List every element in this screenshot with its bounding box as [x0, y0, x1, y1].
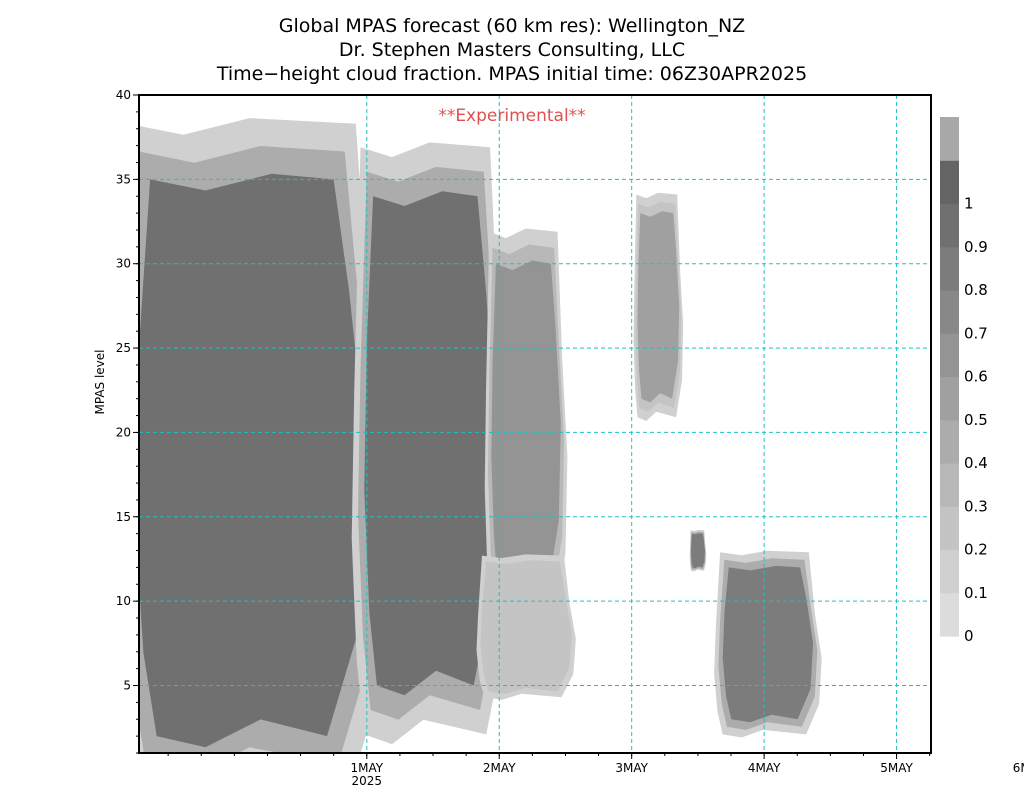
colorbar-swatch-11: [940, 117, 959, 161]
colorbar-swatch-1: [940, 549, 959, 594]
colorbar-label-5: 0.5: [964, 411, 988, 429]
colorbar-label-0: 0: [964, 627, 974, 645]
colorbar-label-4: 0.4: [964, 454, 988, 472]
y-tick-label-2: 15: [116, 510, 131, 524]
y-axis: 5 10 15 20 25 30 35 40: [116, 88, 139, 754]
plot-frame: [138, 94, 932, 754]
x-tick-label-5: 6MAY: [1013, 761, 1024, 775]
y-tick-label-6: 35: [116, 172, 131, 186]
cloud-region-7-layer-1: [1007, 614, 1024, 690]
colorbar-label-1: 0.1: [964, 584, 988, 602]
cloud-region-0-layer-2: [139, 173, 367, 748]
colorbar-label-9: 0.9: [964, 238, 988, 256]
cloud-region-7-layer-0: [1005, 611, 1024, 694]
y-axis-label: MPAS level: [93, 350, 107, 415]
y-tick-label-3: 20: [116, 425, 131, 439]
colorbar-label-7: 0.7: [964, 324, 988, 342]
colorbar-label-6: 0.6: [964, 368, 988, 386]
chart-title-line-2: Dr. Stephen Masters Consulting, LLC: [339, 39, 685, 61]
cloud-region-1-layer-2: [364, 191, 497, 696]
chart-title-line-3: Time−height cloud fraction. MPAS initial…: [216, 63, 807, 85]
grid-lines: [139, 95, 931, 753]
colorbar-label-10: 1: [964, 195, 974, 213]
y-tick-label-1: 10: [116, 594, 131, 608]
colorbar-swatch-10: [940, 160, 959, 205]
colorbar-swatch-9: [940, 203, 959, 248]
x-tick-label-4: 5MAY: [880, 761, 913, 775]
cloud-fraction-field: [139, 118, 1024, 753]
y-tick-label-5: 30: [116, 257, 131, 271]
cloud-region-4-layer-2: [637, 211, 680, 403]
cloud-region-6-layer-2: [722, 565, 814, 723]
colorbar-legend: 0 0.1 0.2 0.3 0.4 0.5 0.6 0.7 0.8 0.9 1: [940, 117, 988, 645]
colorbar-swatch-2: [940, 506, 959, 551]
x-tick-label-3: 4MAY: [748, 761, 781, 775]
cloud-region-5-layer-2: [691, 533, 705, 569]
y-tick-label-0: 5: [123, 679, 131, 693]
colorbar-swatch-8: [940, 246, 959, 291]
x-tick-label-0: 1MAY: [350, 761, 383, 775]
colorbar-swatch-0: [940, 592, 959, 637]
y-tick-label-7: 40: [116, 88, 131, 102]
cloud-region-7-layer-2: [1009, 617, 1024, 687]
colorbar-label-8: 0.8: [964, 281, 988, 299]
x-tick-label-2: 3MAY: [615, 761, 648, 775]
cloud-region-2-layer-2: [491, 260, 561, 591]
x-tick-label-1: 2MAY: [483, 761, 516, 775]
colorbar-swatch-7: [940, 290, 959, 334]
chart-title-line-1: Global MPAS forecast (60 km res): Wellin…: [279, 15, 745, 37]
x-tick-sublabel-0: 2025: [352, 774, 383, 788]
cloud-region-3-layer-2: [484, 566, 568, 688]
colorbar-swatch-5: [940, 376, 959, 421]
colorbar-swatch-6: [940, 333, 959, 378]
y-tick-label-4: 25: [116, 341, 131, 355]
colorbar-label-2: 0.2: [964, 541, 988, 559]
colorbar-label-3: 0.3: [964, 497, 988, 515]
colorbar-swatch-4: [940, 419, 959, 464]
colorbar-swatch-3: [940, 463, 959, 507]
experimental-annotation: **Experimental**: [438, 106, 585, 126]
